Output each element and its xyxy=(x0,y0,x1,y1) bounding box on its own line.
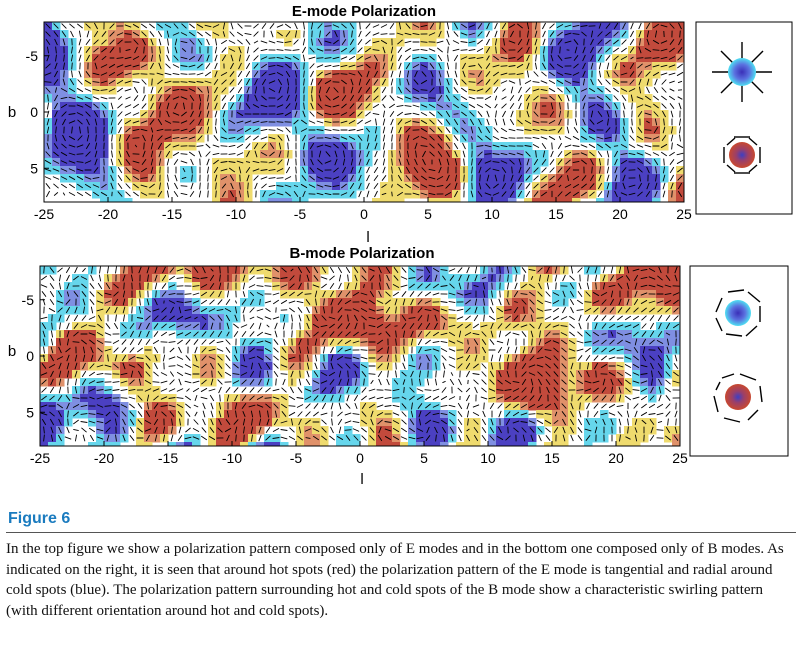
y-tick-label: 5 xyxy=(30,160,38,176)
bmode-title: B-mode Polarization xyxy=(289,245,434,262)
x-tick-label: 0 xyxy=(360,206,368,222)
x-tick-label: -15 xyxy=(162,206,182,222)
emode-legend-frame xyxy=(695,21,793,215)
bmode-x-axis: -25 -20 -15 -10 -5 0 5 10 15 20 25 xyxy=(30,441,688,466)
x-tick-label: 5 xyxy=(424,206,432,222)
x-tick-label: 15 xyxy=(548,206,564,222)
emode-map xyxy=(44,22,684,202)
x-tick-label: 25 xyxy=(672,450,688,466)
x-tick-label: 10 xyxy=(480,450,496,466)
bmode-legend-frame xyxy=(689,265,789,457)
bmode-xlabel: l xyxy=(360,471,363,488)
caption-divider xyxy=(6,532,796,533)
emode-cold-spot-radial-icon xyxy=(712,42,772,102)
x-tick-label: 10 xyxy=(484,206,500,222)
x-tick-label: 20 xyxy=(612,206,628,222)
polarization-vectors xyxy=(44,22,684,198)
y-tick-label: -5 xyxy=(22,292,35,308)
caption-label: Figure 6 xyxy=(8,510,71,527)
x-tick-label: -10 xyxy=(222,450,242,466)
x-tick-label: -20 xyxy=(94,450,114,466)
y-tick-label: 0 xyxy=(30,104,38,120)
polarization-vectors xyxy=(40,266,680,442)
figure-6: E-mode Polarization -25 -20 -15 -10 -5 0 5 10 15… xyxy=(8,3,793,488)
bmode-map xyxy=(40,266,680,446)
x-tick-label: -5 xyxy=(294,206,307,222)
emode-ylabel: b xyxy=(8,104,16,121)
x-tick-label: -10 xyxy=(226,206,246,222)
emode-title: E-mode Polarization xyxy=(292,3,436,20)
emode-y-axis: -5 0 5 xyxy=(26,48,49,176)
emode-legend-box xyxy=(695,21,793,215)
y-tick-label: 0 xyxy=(26,348,34,364)
x-tick-label: 0 xyxy=(356,450,364,466)
emode-x-axis: -25 -20 -15 -10 -5 0 5 10 15 20 25 xyxy=(34,197,692,222)
x-tick-label: 5 xyxy=(420,450,428,466)
caption-text: In the top figure we show a polarization… xyxy=(6,541,784,619)
y-tick-label: -5 xyxy=(26,48,39,64)
emode-hot-spot-tangential-icon xyxy=(723,136,761,174)
bmode-hot-spot-swirl-icon xyxy=(713,373,763,423)
x-tick-label: 20 xyxy=(608,450,624,466)
x-tick-label: 15 xyxy=(544,450,560,466)
bmode-y-axis: -5 0 5 xyxy=(22,292,45,420)
bmode-cold-spot-swirl-icon xyxy=(715,289,761,337)
x-tick-label: -5 xyxy=(290,450,303,466)
emode-panel: E-mode Polarization -25 -20 -15 -10 -5 0 5 10 15… xyxy=(8,3,692,246)
x-tick-label: -25 xyxy=(34,206,54,222)
bmode-panel: B-mode Polarization -25 -20 -15 -10 -5 0 5 10 15… xyxy=(8,245,688,488)
bmode-legend-box xyxy=(689,265,789,457)
x-tick-label: -15 xyxy=(158,450,178,466)
x-tick-label: -25 xyxy=(30,450,50,466)
x-tick-label: -20 xyxy=(98,206,118,222)
bmode-ylabel: b xyxy=(8,343,16,360)
emode-xlabel: l xyxy=(366,229,369,246)
x-tick-label: 25 xyxy=(676,206,692,222)
y-tick-label: 5 xyxy=(26,404,34,420)
